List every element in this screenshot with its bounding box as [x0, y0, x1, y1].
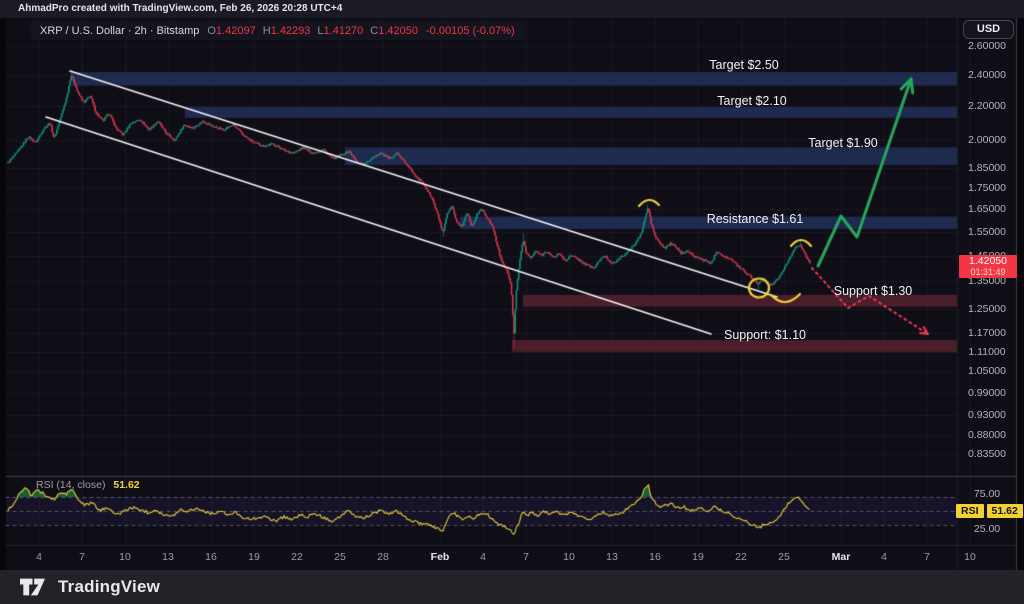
- time-tick-label: 13: [162, 551, 174, 563]
- time-tick-label: 4: [480, 551, 486, 563]
- price-tick-label: 0.93000: [968, 408, 1006, 421]
- zone-label[interactable]: Resistance $1.61: [706, 212, 804, 226]
- rsi-legend[interactable]: RSI (14, close) 51.62: [36, 479, 140, 491]
- price-tick-label: 1.55000: [968, 225, 1006, 238]
- ohlc-item: L1.41270: [317, 24, 364, 37]
- time-tick-label: 28: [377, 551, 389, 563]
- time-tick-label: 13: [606, 551, 618, 563]
- time-tick-label: 22: [735, 551, 747, 563]
- time-tick-label: 4: [881, 551, 887, 563]
- price-tick-label: 0.83500: [968, 447, 1006, 460]
- rsi-title[interactable]: RSI (14, close): [36, 479, 106, 491]
- time-tick-label: 7: [523, 551, 529, 563]
- attribution-text: AhmadPro created with TradingView.com, F…: [18, 3, 343, 14]
- price-tick-label: 2.00000: [968, 134, 1006, 147]
- last-price: 1.42050: [969, 255, 1007, 268]
- tradingview-brand[interactable]: TradingView: [58, 577, 161, 596]
- price-tick-label: 1.85000: [968, 162, 1006, 175]
- zone-label[interactable]: Target $1.90: [808, 136, 878, 150]
- time-tick-label: 25: [334, 551, 346, 563]
- zone-label[interactable]: Target $2.10: [717, 94, 787, 108]
- ohlc-item: O1.42097: [207, 24, 256, 37]
- price-tick-label: 1.05000: [968, 365, 1006, 378]
- price-tick-label: 2.60000: [968, 40, 1006, 53]
- price-tick-label: 2.40000: [968, 68, 1006, 81]
- time-tick-label: 7: [79, 551, 85, 563]
- rsi-current-value: 51.62: [113, 479, 140, 491]
- price-tick-label: 1.35000: [968, 275, 1006, 288]
- time-tick-label: Mar: [831, 551, 851, 563]
- price-tick-label: 1.25000: [968, 302, 1006, 315]
- time-tick-label: 10: [563, 551, 575, 563]
- price-tick-label: 1.65000: [968, 203, 1006, 216]
- price-tick-label: 2.20000: [968, 100, 1006, 113]
- time-tick-label: 4: [36, 551, 42, 563]
- rsi-axis-badge: RSI 51.62: [956, 504, 1023, 518]
- last-price-badge: 1.42050 01:31:49: [959, 255, 1017, 279]
- symbol-legend[interactable]: XRP / U.S. Dollar · 2h · Bitstamp O1.420…: [30, 21, 525, 40]
- rsi-badge-value: 51.62: [986, 504, 1023, 518]
- price-tick-label: 0.99000: [968, 386, 1006, 399]
- rsi-tick-label: 25.00: [973, 522, 1001, 535]
- zone-label[interactable]: Support $1.30: [833, 284, 913, 298]
- candle-countdown: 01:31:49: [970, 267, 1006, 278]
- time-tick-label: 22: [291, 551, 303, 563]
- rsi-tick-label: 75.00: [973, 487, 1001, 500]
- zone-label[interactable]: Target $2.50: [709, 58, 779, 72]
- time-tick-label: 25: [778, 551, 790, 563]
- price-change: -0.00105 (-0.07%): [426, 24, 515, 37]
- price-tick-label: 0.88000: [968, 428, 1006, 441]
- ohlc-values: O1.42097 H1.42293 L1.41270 C1.42050: [207, 25, 418, 37]
- zone-label[interactable]: Support: $1.10: [723, 328, 807, 342]
- time-scale[interactable]: 4 7 10 13 16 19 22 25 28 Feb 4 7 10 13 16 19 22 25 Mar 4 7 10: [0, 545, 976, 570]
- time-tick-label: 7: [924, 551, 930, 563]
- currency-toggle-button[interactable]: USD: [963, 20, 1014, 39]
- ohlc-item: H1.42293: [262, 24, 311, 37]
- time-tick-label: 10: [964, 551, 976, 563]
- tradingview-logo-icon[interactable]: [20, 577, 50, 597]
- rsi-badge-label: RSI: [956, 504, 984, 518]
- symbol-title[interactable]: XRP / U.S. Dollar · 2h · Bitstamp: [40, 24, 200, 37]
- price-tick-label: 1.11000: [968, 345, 1006, 358]
- time-tick-label: 19: [248, 551, 260, 563]
- ohlc-item: C1.42050: [370, 24, 419, 37]
- footer-bar: TradingView: [0, 570, 1024, 604]
- time-tick-label: 19: [692, 551, 704, 563]
- time-tick-label: 16: [205, 551, 217, 563]
- attribution-bar: AhmadPro created with TradingView.com, F…: [0, 0, 1024, 18]
- time-tick-label: 10: [119, 551, 131, 563]
- price-tick-label: 1.17000: [968, 326, 1006, 339]
- price-tick-label: 1.75000: [968, 182, 1006, 195]
- time-tick-label: 16: [649, 551, 661, 563]
- time-tick-label: Feb: [430, 551, 450, 563]
